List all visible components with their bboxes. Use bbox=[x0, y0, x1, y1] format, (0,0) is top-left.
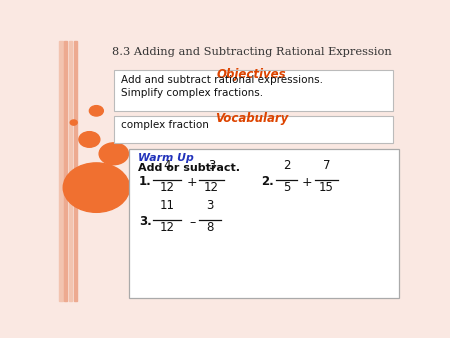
Circle shape bbox=[90, 105, 104, 116]
Bar bbox=[74, 41, 77, 301]
Text: 2.: 2. bbox=[261, 175, 274, 188]
Text: 1.: 1. bbox=[139, 175, 152, 188]
Text: 3: 3 bbox=[208, 159, 215, 172]
Bar bbox=[64, 41, 68, 301]
Circle shape bbox=[79, 132, 100, 147]
Text: Add and subtract rational expressions.: Add and subtract rational expressions. bbox=[121, 75, 323, 85]
Text: 12: 12 bbox=[204, 181, 219, 194]
Text: 15: 15 bbox=[319, 181, 334, 194]
FancyBboxPatch shape bbox=[114, 116, 393, 143]
Bar bbox=[69, 41, 72, 301]
Text: 5: 5 bbox=[283, 181, 290, 194]
Text: 12: 12 bbox=[160, 181, 175, 194]
Text: –: – bbox=[189, 216, 195, 229]
Circle shape bbox=[99, 143, 128, 165]
Text: Warm Up: Warm Up bbox=[138, 153, 194, 163]
Text: Add or subtract.: Add or subtract. bbox=[138, 163, 240, 173]
Text: 11: 11 bbox=[160, 198, 175, 212]
Text: Vocabulary: Vocabulary bbox=[215, 112, 288, 125]
Text: +: + bbox=[187, 176, 198, 189]
FancyBboxPatch shape bbox=[114, 71, 393, 111]
FancyBboxPatch shape bbox=[130, 149, 399, 298]
Text: 4: 4 bbox=[163, 159, 171, 172]
Text: complex fraction: complex fraction bbox=[121, 120, 209, 130]
Circle shape bbox=[63, 163, 130, 212]
Text: Objectives: Objectives bbox=[217, 68, 286, 81]
Text: 8: 8 bbox=[206, 221, 213, 234]
Text: 2: 2 bbox=[283, 159, 290, 172]
Text: Simplify complex fractions.: Simplify complex fractions. bbox=[121, 88, 263, 98]
Circle shape bbox=[70, 120, 77, 125]
Text: 3: 3 bbox=[206, 198, 213, 212]
Bar bbox=[59, 41, 63, 301]
Text: 3.: 3. bbox=[139, 215, 152, 228]
Text: 12: 12 bbox=[160, 221, 175, 234]
Text: 7: 7 bbox=[323, 159, 330, 172]
Text: 8.3 Adding and Subtracting Rational Expression: 8.3 Adding and Subtracting Rational Expr… bbox=[112, 47, 392, 57]
Text: +: + bbox=[302, 176, 312, 189]
